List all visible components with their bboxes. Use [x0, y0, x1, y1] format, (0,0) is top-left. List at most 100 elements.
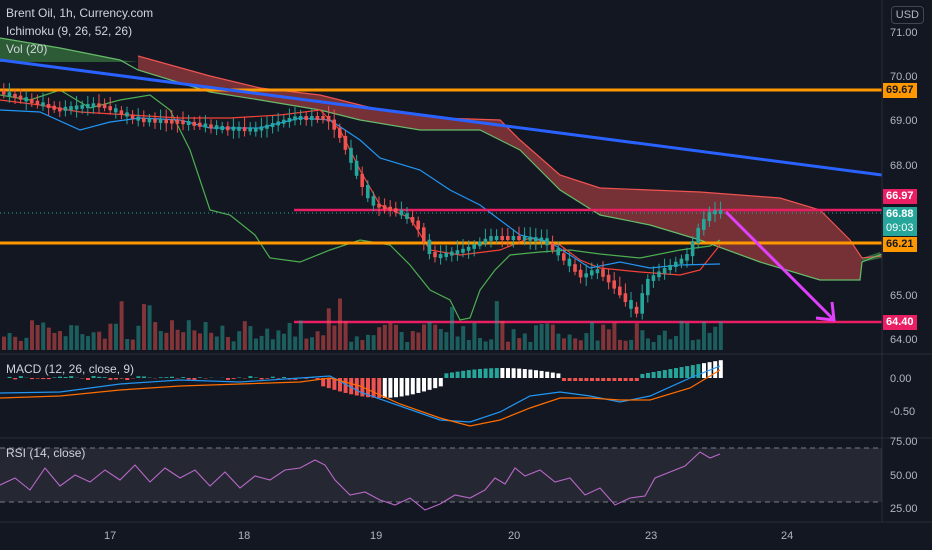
volume-bar [198, 333, 202, 350]
candle-body [410, 217, 415, 223]
candle-body [685, 254, 689, 261]
candle-body [30, 99, 34, 103]
volume-bar [528, 341, 533, 350]
macd-histogram-bar [685, 366, 690, 378]
trend-line[interactable] [0, 58, 883, 177]
macd-histogram-bar [192, 378, 197, 380]
macd-histogram-bar [181, 377, 186, 378]
volume-bar [7, 332, 12, 350]
candle-body [41, 102, 45, 107]
macd-legend[interactable]: MACD (12, 26, close, 9) [6, 362, 135, 376]
volume-legend[interactable]: Vol (20) [6, 42, 48, 56]
volume-bar [214, 336, 219, 350]
volume-bar [13, 336, 18, 350]
macd-histogram-bar [718, 360, 723, 378]
projection-arrow[interactable] [724, 210, 836, 322]
macd-histogram-bar [97, 376, 102, 378]
price-tick-65: 65.00 [890, 290, 918, 302]
candle-body [209, 124, 213, 129]
volume-bar [640, 330, 645, 350]
macd-histogram-bar [702, 363, 706, 378]
macd-histogram-bar [125, 378, 130, 380]
price-tick-64: 64.00 [890, 334, 918, 346]
rsi-tick-25: 25.00 [890, 503, 918, 515]
candle-body [455, 250, 460, 255]
candle-body [629, 300, 633, 309]
macd-histogram-bar [483, 368, 488, 378]
volume-bar [192, 330, 197, 350]
candle-body [147, 118, 152, 123]
candle-body [707, 211, 712, 222]
volume-bar [371, 335, 376, 350]
macd-histogram-bar [455, 371, 460, 378]
volume-bar [394, 324, 398, 350]
candle-body [164, 119, 168, 124]
volume-bar [450, 306, 454, 350]
volume-bar [164, 332, 169, 350]
rsi-legend[interactable]: RSI (14, close) [6, 446, 86, 460]
candle-body [511, 236, 516, 240]
macd-histogram-bar [618, 378, 622, 381]
currency-button[interactable]: USD [890, 6, 924, 24]
candle-body [108, 106, 112, 111]
candle-body [354, 160, 359, 176]
candle-body [371, 196, 376, 206]
price-tag-66-97: 66.97 [883, 189, 917, 204]
volume-bar [74, 325, 79, 350]
candle-body [153, 118, 157, 123]
time-tick-17: 17 [104, 530, 116, 542]
candle-body [91, 103, 96, 108]
volume-bar [58, 331, 62, 350]
macd-histogram-bar [679, 367, 684, 378]
candle-body [433, 252, 437, 258]
volume-bar [595, 340, 600, 350]
macd-histogram-bar [511, 368, 516, 378]
volume-bar [629, 339, 634, 350]
macd-histogram-bar [30, 378, 34, 380]
volume-bar [304, 338, 309, 350]
candle-body [102, 104, 107, 109]
volume-bar [713, 326, 718, 350]
macd-histogram-bar [164, 377, 169, 378]
candle-body [349, 147, 353, 163]
macd-histogram-bar [461, 370, 466, 378]
volume-bar [534, 325, 538, 350]
candle-body [472, 244, 476, 249]
price-tick-68: 68.00 [890, 160, 918, 172]
candle-body [500, 236, 504, 240]
volume-bar [410, 331, 415, 350]
macd-histogram-bar [136, 376, 141, 378]
macd-histogram-bar [394, 378, 398, 398]
volume-bar [332, 325, 337, 350]
candle-body [578, 269, 583, 278]
volume-bar [226, 337, 230, 350]
ichimoku-legend[interactable]: Ichimoku (9, 26, 52, 26) [6, 24, 133, 38]
volume-bar [354, 336, 359, 350]
volume-bar [86, 336, 90, 350]
candle-body [254, 127, 258, 132]
volume-bar [220, 325, 225, 350]
macd-histogram-bar [410, 378, 415, 395]
volume-bar [685, 322, 690, 350]
macd-histogram-bar [612, 378, 617, 381]
macd-tick-neg05: -0.50 [890, 406, 915, 418]
candle-body [466, 246, 471, 251]
volume-bar [338, 298, 342, 350]
volume-bar [52, 332, 57, 350]
rsi-line [0, 451, 721, 511]
volume-bar [366, 334, 370, 350]
macd-histogram-bar [590, 378, 594, 381]
volume-bar [618, 339, 622, 350]
symbol-title[interactable]: Brent Oil, 1h, Currency.com [6, 6, 154, 20]
countdown-tag: 09:03 [883, 221, 917, 236]
volume-bar [209, 332, 214, 350]
volume-bar [601, 324, 606, 350]
macd-histogram-bar [86, 378, 90, 380]
candle-body [18, 95, 23, 100]
candle-body [58, 107, 62, 112]
time-tick-19: 19 [370, 530, 382, 542]
macd-histogram-bar [657, 370, 662, 378]
macd-histogram-bar [606, 378, 611, 381]
candle-body [282, 119, 286, 124]
